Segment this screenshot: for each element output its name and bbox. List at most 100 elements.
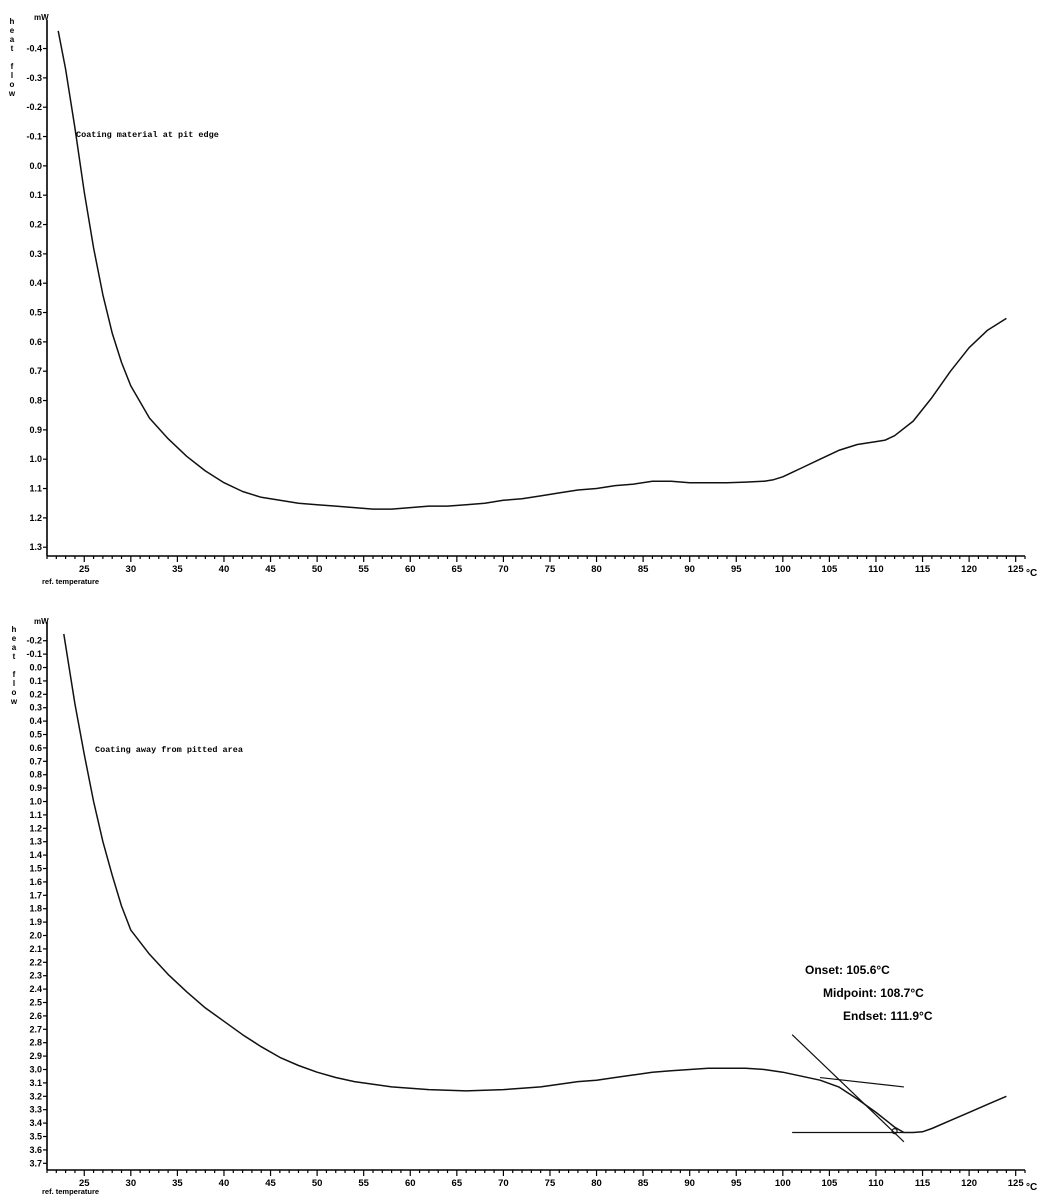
y-tick-label: 1.1 — [29, 810, 42, 820]
y-tick-label: 0.2 — [29, 689, 42, 699]
y-tick-label: 0.0 — [29, 161, 42, 171]
endset-label: Endset: 111.9°C — [843, 1009, 933, 1023]
y-tick-label: 3.2 — [29, 1091, 42, 1101]
y-tick-label: 1.7 — [29, 890, 42, 900]
x-tick-label: 110 — [868, 564, 883, 575]
y-tick-label: 2.1 — [29, 944, 42, 954]
x-unit: °C — [1026, 1182, 1037, 1193]
x-tick-label: 75 — [545, 1178, 556, 1189]
y-tick-label: 3.1 — [29, 1078, 42, 1088]
x-tick-label: 65 — [452, 1178, 463, 1189]
y-unit: mW — [34, 13, 49, 22]
x-ticks: 25 30 35 40 45 50 55 60 65 70 75 80 85 90 95 100 105 110 1… — [46, 1170, 1026, 1189]
y-tick-label: 1.9 — [29, 917, 42, 927]
x-tick-label: 95 — [731, 564, 742, 575]
x-tick-label: 70 — [498, 1178, 509, 1189]
y-tick-label: 3.5 — [29, 1132, 42, 1142]
x-tick-label: 105 — [821, 1178, 838, 1189]
x-tick-label: 50 — [312, 564, 323, 575]
x-tick-label: 90 — [684, 1178, 695, 1189]
y-tick-label: -0.3 — [26, 73, 42, 83]
x-tick-label: 40 — [219, 1178, 230, 1189]
heat-flow-curve — [57, 30, 1007, 510]
x-tick-label: 85 — [638, 564, 649, 575]
x-tick-label: 25 — [79, 1178, 90, 1189]
midpoint-label: Midpoint: 108.7°C — [823, 986, 924, 1000]
y-tick-label: 1.1 — [29, 484, 42, 494]
x-tick-label: 110 — [868, 1178, 883, 1189]
x-tick-label: 115 — [915, 1178, 931, 1189]
curve-annotation: Coating material at pit edge — [76, 130, 219, 140]
x-tick-label: 90 — [684, 564, 695, 575]
x-tick-label: 75 — [545, 564, 556, 575]
x-tick-label: 120 — [961, 1178, 977, 1189]
y-tick-label: 3.3 — [29, 1105, 42, 1115]
y-tick-label: 2.3 — [29, 971, 42, 981]
x-tick-label: 100 — [775, 564, 791, 575]
y-tick-label: 0.1 — [29, 676, 42, 686]
y-tick-label: 2.8 — [29, 1038, 42, 1048]
y-tick-label: -0.4 — [26, 44, 42, 54]
y-tick-label: 3.4 — [29, 1118, 42, 1128]
x-tick-label: 60 — [405, 1178, 416, 1189]
y-tick-label: 0.1 — [29, 190, 42, 200]
y-tick-label: 0.5 — [29, 308, 42, 318]
y-unit: mW — [34, 617, 49, 626]
y-tick-label: 0.3 — [29, 703, 42, 713]
y-tick-label: 0.9 — [29, 783, 42, 793]
y-tick-label: 0.5 — [29, 730, 42, 740]
x-tick-label: 105 — [821, 564, 838, 575]
chart-axes — [46, 20, 1025, 557]
y-tick-label: 1.5 — [29, 864, 42, 874]
y-tick-label: -0.2 — [26, 636, 42, 646]
y-tick-label: 0.8 — [29, 396, 42, 406]
y-tick-label: 3.6 — [29, 1145, 42, 1155]
y-tick-label: 1.8 — [29, 904, 42, 914]
y-tick-label: 1.3 — [29, 542, 42, 552]
baseline-before — [820, 1076, 904, 1088]
y-tick-label: 0.8 — [29, 770, 42, 780]
x-tick-label: 65 — [452, 564, 463, 575]
x-ticks: 25 30 35 40 45 50 55 60 65 70 75 80 85 90 95 100 105 110 1… — [46, 556, 1026, 575]
y-tick-label: 1.2 — [29, 823, 42, 833]
glass-transition-construction — [791, 1034, 905, 1143]
y-tick-label: 0.6 — [29, 337, 42, 347]
y-tick-label: 2.4 — [29, 984, 42, 994]
x-tick-label: 40 — [219, 564, 230, 575]
y-tick-label: 0.9 — [29, 425, 42, 435]
tangent-line — [791, 1034, 905, 1143]
curve-annotation: Coating away from pitted area — [95, 745, 243, 755]
y-tick-label: 1.0 — [29, 454, 42, 464]
x-tick-label: 45 — [265, 564, 276, 575]
x-tick-label: 95 — [731, 1178, 742, 1189]
x-tick-label: 115 — [915, 564, 931, 575]
y-tick-label: 0.4 — [29, 716, 42, 726]
y-tick-label: 2.5 — [29, 998, 42, 1008]
chart-axes — [46, 622, 1025, 1171]
y-tick-label: 1.4 — [29, 850, 42, 860]
y-tick-label: 0.7 — [29, 756, 42, 766]
y-tick-label: 0.3 — [29, 249, 42, 259]
y-tick-label: 1.6 — [29, 877, 42, 887]
endset-marker — [891, 1128, 898, 1135]
y-tick-label: 1.3 — [29, 837, 42, 847]
x-tick-label: 25 — [79, 564, 90, 575]
y-tick-label: 2.9 — [29, 1051, 42, 1061]
x-tick-label: 50 — [312, 1178, 323, 1189]
y-tick-label: 2.0 — [29, 931, 42, 941]
x-tick-label: 125 — [1008, 564, 1025, 575]
y-tick-label: 0.2 — [29, 220, 42, 230]
x-tick-label: 85 — [638, 1178, 649, 1189]
onset-label: Onset: 105.6°C — [805, 963, 890, 977]
y-tick-label: 0.7 — [29, 366, 42, 376]
y-tick-label: -0.2 — [26, 102, 42, 112]
x-tick-label: 45 — [265, 1178, 276, 1189]
y-tick-label: 2.6 — [29, 1011, 42, 1021]
y-ticks: -0.4 -0.3 -0.2 -0.1 0.0 0.1 0.2 0.3 0.4 0.5 0.6 0.7… — [26, 44, 47, 552]
y-tick-label: -0.1 — [26, 649, 42, 659]
x-tick-label: 80 — [591, 564, 602, 575]
x-tick-label: 55 — [358, 1178, 369, 1189]
chart-pit-edge: -0.4 -0.3 -0.2 -0.1 0.0 0.1 0.2 0.3 0.4 0.5 0.6 0.7… — [8, 13, 1037, 586]
